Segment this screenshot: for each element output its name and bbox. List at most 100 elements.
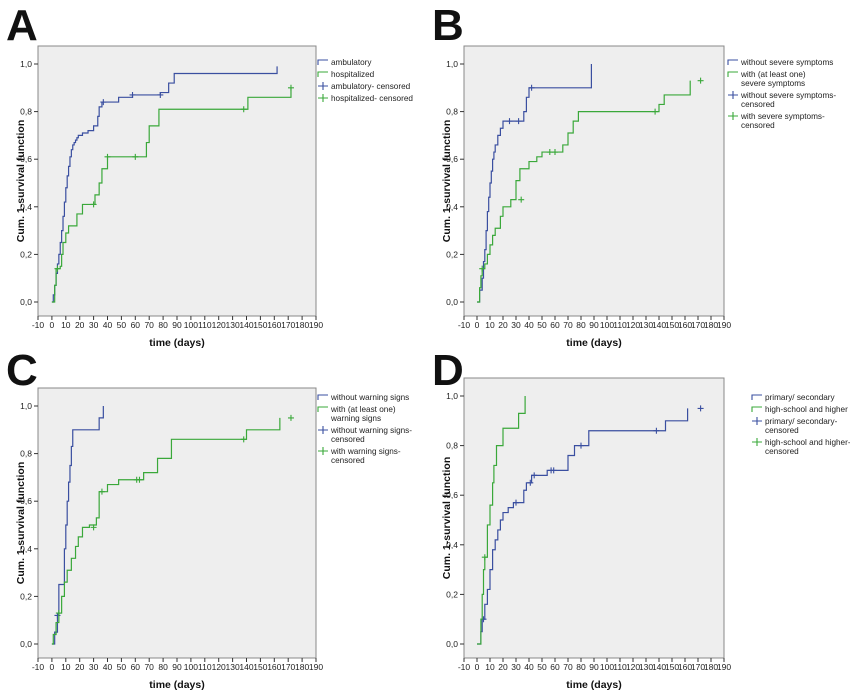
- x-tick-label: -10: [32, 320, 45, 330]
- panel-b: B 0,0 0,2 0,4 0,6 0,8 1,0 -10 0 10 20 30 40 50 60 70 80 9…: [432, 1, 836, 349]
- x-tick-label: 110: [613, 320, 627, 330]
- censor-mark: [552, 149, 558, 156]
- y-tick-label: 0,8: [446, 441, 458, 451]
- y-tick-label: 0,2: [20, 249, 32, 259]
- censor-mark: [136, 476, 143, 483]
- x-tick-label: 70: [563, 662, 573, 672]
- legend-line-symbol: [317, 394, 328, 400]
- y-tick-label: 0,6: [446, 154, 458, 164]
- x-tick-label: 90: [589, 662, 599, 672]
- y-tick-label: 0,4: [20, 544, 32, 554]
- legend-entry: without severe symptoms: [740, 58, 833, 67]
- x-tick-label: 110: [613, 662, 627, 672]
- x-tick-label: 40: [524, 662, 534, 672]
- x-tick-label: 180: [295, 320, 309, 330]
- censor-mark: [129, 91, 136, 98]
- y-tick-label: 0,0: [446, 639, 458, 649]
- y-tick-label: 0,2: [20, 591, 32, 601]
- panel-letter: B: [432, 1, 464, 50]
- plot-area: [37, 387, 317, 659]
- x-tick-label: 80: [576, 320, 586, 330]
- x-tick-label: 100: [184, 662, 198, 672]
- x-tick-label: 40: [103, 320, 113, 330]
- censor-mark: [697, 77, 704, 84]
- legend-censor-symbol: [752, 417, 762, 425]
- series-line-1: [477, 64, 592, 303]
- y-tick-label: 0,6: [20, 496, 32, 506]
- series-line-2: [477, 80, 691, 303]
- x-tick-label: 100: [600, 320, 614, 330]
- plot-area: [463, 45, 725, 317]
- x-tick-label: 0: [50, 662, 55, 672]
- x-tick-label: 170: [281, 320, 295, 330]
- x-tick-label: 110: [198, 662, 212, 672]
- y-axis-label: Cum. 1-survival function: [441, 120, 453, 243]
- y-tick-label: 1,0: [446, 391, 458, 401]
- x-tick-label: 100: [184, 320, 198, 330]
- y-tick-label: 0,6: [446, 490, 458, 500]
- censor-mark: [104, 153, 111, 160]
- plot-area: [37, 45, 317, 317]
- x-tick-label: 140: [239, 320, 253, 330]
- censor-mark: [90, 524, 97, 531]
- y-tick-label: 0,8: [20, 449, 32, 459]
- x-tick-label: 160: [678, 662, 692, 672]
- x-tick-label: 130: [639, 662, 653, 672]
- censor-mark: [653, 427, 660, 434]
- x-tick-label: 50: [117, 320, 127, 330]
- x-tick-label: 160: [678, 320, 692, 330]
- censor-mark: [479, 265, 486, 272]
- legend-line-symbol: [751, 406, 762, 412]
- censor-mark: [527, 479, 534, 486]
- legend-entry: without warning signs: [330, 393, 409, 402]
- legend-line-symbol: [727, 59, 738, 65]
- panel-c: C 0,0 0,2 0,4 0,6 0,8 1,0 -10 0 10 20 30 40 50 60 70 80 9…: [6, 346, 412, 691]
- x-tick-label: 150: [253, 320, 267, 330]
- censor-mark: [518, 196, 525, 203]
- x-tick-label: 70: [144, 320, 154, 330]
- legend-entry: with severe symptoms-censored: [740, 112, 825, 130]
- y-tick-label: 0,4: [446, 540, 458, 550]
- censor-mark: [98, 488, 105, 495]
- x-tick-label: 100: [600, 662, 614, 672]
- legend-censor-symbol: [318, 94, 328, 102]
- series-line-2: [477, 396, 526, 645]
- x-tick-label: 160: [267, 662, 281, 672]
- legend-entry: with (at least one) warning signs: [330, 405, 396, 423]
- censor-mark: [100, 99, 107, 106]
- x-tick-label: 30: [511, 320, 521, 330]
- y-tick-label: 0,0: [446, 297, 458, 307]
- x-tick-label: -10: [32, 662, 45, 672]
- x-tick-label: 40: [103, 662, 113, 672]
- legend-entry: ambulatory- censored: [331, 82, 411, 91]
- x-tick-label: 20: [498, 662, 508, 672]
- panel-a: A 0,0 0,2 0,4 0,6 0,8 1,0 -10 0 10 20 30 40 50 60 70 80 9…: [6, 1, 413, 349]
- x-tick-label: 170: [691, 320, 705, 330]
- x-axis-label: time (days): [566, 337, 621, 349]
- legend-censor-symbol: [728, 91, 738, 99]
- x-tick-label: 150: [665, 320, 679, 330]
- legend-entry: high-school and higher-censored: [765, 438, 850, 456]
- x-tick-label: 120: [212, 320, 226, 330]
- x-tick-label: -10: [458, 662, 471, 672]
- x-axis-label: time (days): [149, 337, 204, 349]
- y-tick-label: 0,0: [20, 639, 32, 649]
- x-tick-label: 130: [226, 662, 240, 672]
- censor-mark: [55, 610, 62, 617]
- x-tick-label: 60: [131, 320, 141, 330]
- censor-mark: [528, 84, 535, 91]
- censor-mark: [652, 108, 659, 115]
- legend-censor-symbol: [728, 112, 738, 120]
- legend-entry: hospitalized: [331, 70, 375, 79]
- y-tick-label: 0,8: [20, 107, 32, 117]
- x-tick-label: 180: [704, 320, 718, 330]
- legend-censor-symbol: [318, 447, 328, 455]
- x-tick-label: 80: [576, 662, 586, 672]
- x-tick-label: 80: [158, 320, 168, 330]
- x-tick-label: 50: [117, 662, 127, 672]
- x-tick-label: 60: [550, 662, 560, 672]
- x-tick-label: 120: [626, 662, 640, 672]
- censor-mark: [513, 499, 519, 506]
- censor-mark: [578, 442, 584, 449]
